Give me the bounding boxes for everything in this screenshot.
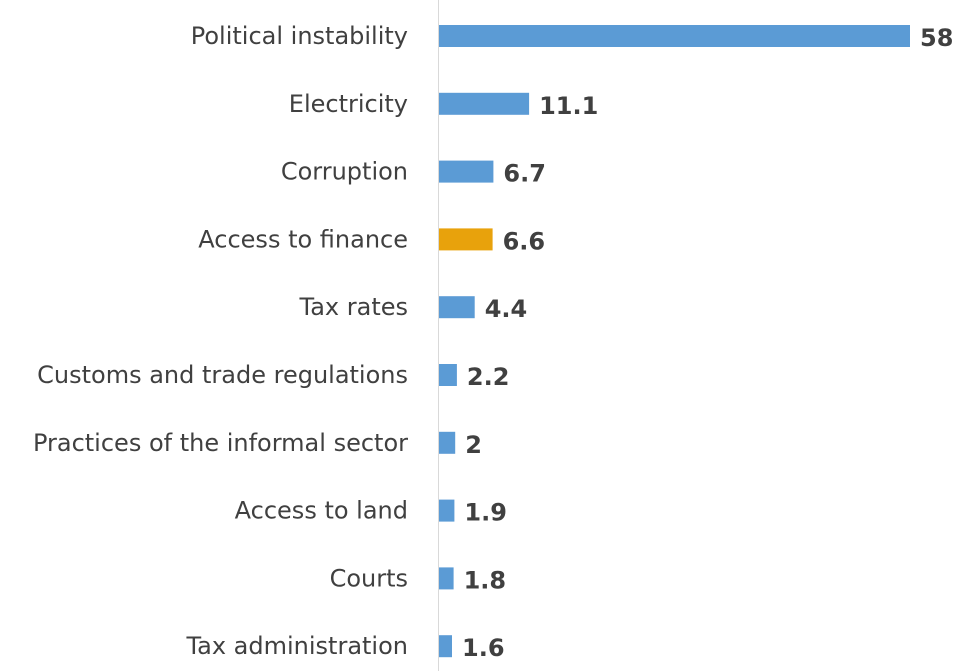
value-label: 1.9 <box>464 499 507 527</box>
value-label: 58 <box>920 24 953 52</box>
category-label: Customs and trade regulations <box>37 361 408 389</box>
bar <box>439 364 457 386</box>
value-label: 2 <box>465 431 482 459</box>
category-label: Access to finance <box>198 225 408 253</box>
category-label: Practices of the informal sector <box>33 429 408 457</box>
category-label: Electricity <box>289 90 408 118</box>
value-label: 4.4 <box>485 295 528 323</box>
value-label: 11.1 <box>539 92 598 120</box>
category-label: Tax rates <box>299 293 408 321</box>
bar <box>439 25 910 47</box>
value-labels-group: 58 11.1 6.7 6.6 4.4 2.2 2 1.9 1.8 1.6 <box>462 24 953 662</box>
bar <box>439 296 475 319</box>
bar <box>439 499 455 522</box>
bar <box>439 635 452 658</box>
value-label: 1.6 <box>462 634 505 662</box>
bar <box>439 160 494 183</box>
category-labels-group: Political instability Electricity Corrupti… <box>33 22 408 660</box>
category-label: Courts <box>330 564 408 592</box>
value-label: 2.2 <box>467 363 510 391</box>
bar <box>439 431 456 454</box>
value-label: 1.8 <box>464 566 507 594</box>
value-label: 6.6 <box>503 227 546 255</box>
category-label: Tax administration <box>185 632 408 660</box>
category-label: Corruption <box>281 158 408 186</box>
bar <box>439 92 530 115</box>
category-label: Political instability <box>191 22 408 50</box>
value-label: 6.7 <box>503 160 546 188</box>
category-label: Access to land <box>235 497 408 525</box>
bar <box>439 228 493 251</box>
bars-group <box>439 25 910 658</box>
bar <box>439 567 454 590</box>
